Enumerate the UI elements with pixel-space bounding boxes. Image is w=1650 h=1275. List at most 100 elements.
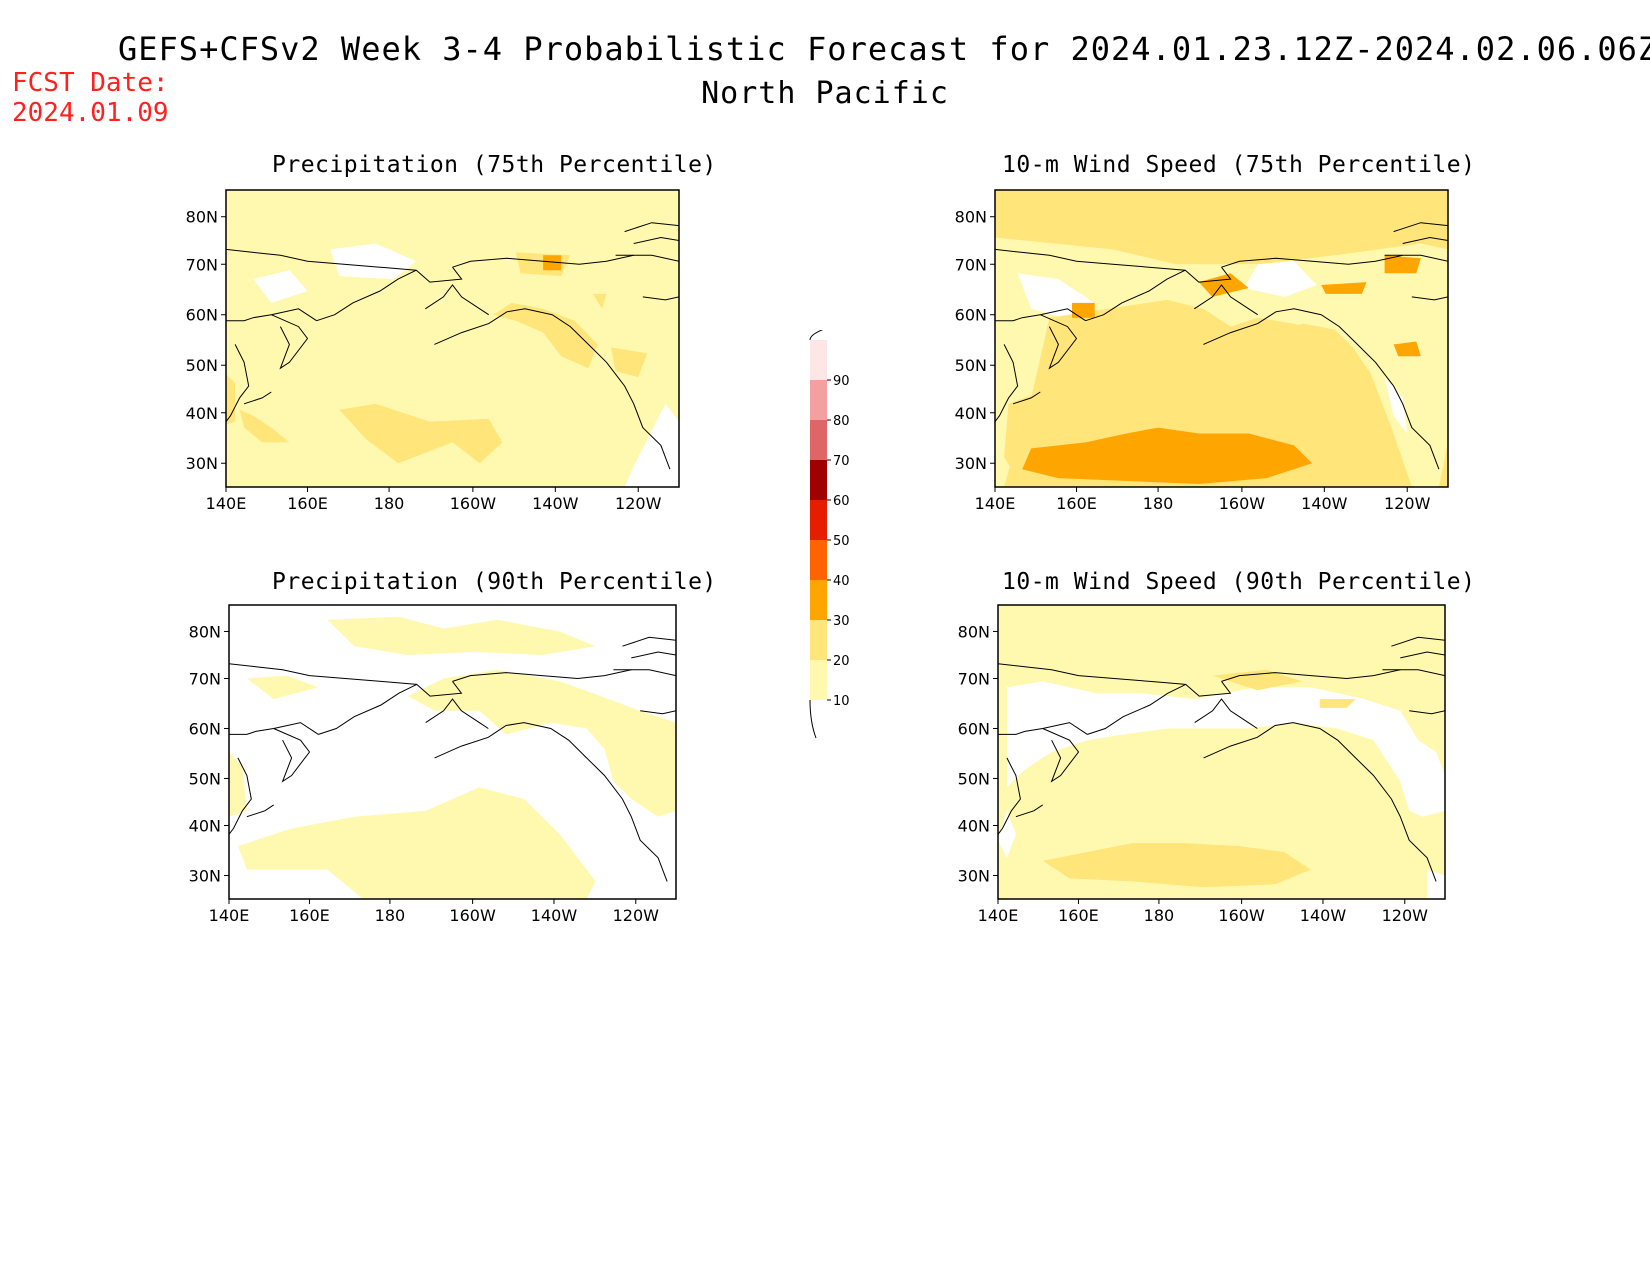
coastline (613, 669, 676, 677)
probability-contour (1384, 255, 1421, 274)
coastline (1203, 722, 1437, 882)
colorbar: 10 20 30 40 50 60 70 80 90 (809, 330, 850, 739)
lon-tick-label: 180 (374, 494, 405, 513)
lat-tick-label: 60N (189, 719, 221, 738)
lon-tick-label: 160W (1219, 494, 1266, 513)
coastline (615, 254, 679, 262)
colorbar-label: 50 (833, 534, 850, 549)
coastline (633, 236, 679, 244)
lat-tick-label: 80N (186, 208, 218, 227)
probability-contour (253, 270, 308, 303)
coastline (434, 722, 668, 882)
coastline (425, 698, 489, 729)
lon-tick-label: 160W (450, 494, 497, 513)
lon-tick-label: 120W (1382, 906, 1429, 925)
coastline (1384, 254, 1448, 262)
coastline (1402, 236, 1448, 244)
coastline (1015, 804, 1043, 818)
colorbar-swatch (810, 660, 827, 700)
lat-tick-label: 80N (955, 208, 987, 227)
coastline (1194, 698, 1258, 729)
lat-tick-label: 70N (189, 670, 221, 689)
coastline (243, 391, 272, 405)
lat-tick-label: 40N (955, 404, 987, 423)
map-frame (225, 189, 680, 488)
lat-tick-label: 60N (186, 306, 218, 325)
lon-tick-label: 160E (1056, 494, 1097, 513)
lon-tick-label: 120W (613, 906, 660, 925)
probability-contour (1244, 261, 1317, 297)
lat-tick-label: 80N (958, 622, 990, 641)
lat-tick-label: 30N (955, 454, 987, 473)
fcst-date-label: FCST Date: (12, 68, 169, 98)
coastline (995, 344, 1019, 423)
coastline (995, 248, 1232, 283)
lon-tick-label: 140E (978, 906, 1019, 925)
probability-contour (1212, 669, 1302, 691)
lat-tick-label: 30N (186, 454, 218, 473)
colorbar-label: 90 (833, 374, 850, 389)
coastline (318, 683, 417, 735)
coastline (998, 757, 1021, 835)
colorbar-label: 70 (833, 454, 850, 469)
lat-tick-label: 70N (186, 255, 218, 274)
coastline (273, 728, 311, 783)
probability-contour (327, 616, 596, 655)
coastline (452, 669, 632, 682)
lat-tick-label: 30N (189, 866, 221, 885)
lon-tick-label: 140W (532, 494, 579, 513)
lon-tick-label: 140W (1301, 494, 1348, 513)
probability-contour (407, 669, 676, 817)
coastline (1087, 683, 1186, 735)
colorbar-label: 60 (833, 494, 850, 509)
probability-contour (1042, 843, 1311, 888)
colorbar-swatch (810, 500, 827, 540)
coastline (271, 314, 309, 370)
map-panel-precip75: 80N 70N 60N 50N 40N 30N 140E 160E 180 160W 140W 120… (186, 189, 680, 513)
coastline (1409, 710, 1445, 715)
colorbar-swatch (810, 420, 827, 460)
map-frame (997, 604, 1446, 900)
probability-contour (239, 409, 290, 443)
lat-tick-label: 50N (955, 356, 987, 375)
coastline (226, 344, 250, 423)
lat-tick-label: 40N (186, 404, 218, 423)
panel-title-precip75: Precipitation (75th Percentile) (272, 152, 717, 178)
probability-contour (330, 243, 417, 280)
colorbar-swatch (810, 580, 827, 620)
panel-title-wind90: 10-m Wind Speed (90th Percentile) (1002, 569, 1476, 595)
coastline (452, 254, 634, 268)
coastline (1393, 222, 1448, 233)
probability-contour (339, 403, 503, 464)
coastline (229, 757, 252, 835)
lon-tick-label: 160W (449, 906, 496, 925)
probability-contour (237, 787, 596, 899)
coastline (1203, 308, 1440, 470)
coastline (229, 722, 319, 735)
lon-tick-label: 180 (1143, 494, 1174, 513)
coastline (1391, 636, 1445, 647)
coastline (1221, 254, 1403, 268)
page-title: GEFS+CFSv2 Week 3-4 Probabilistic Foreca… (118, 30, 1650, 68)
probability-contour (1321, 282, 1367, 294)
lon-tick-label: 120W (615, 494, 662, 513)
probability-contour (624, 403, 679, 487)
lon-tick-label: 180 (375, 906, 406, 925)
lat-tick-label: 70N (955, 255, 987, 274)
coastline (1085, 269, 1186, 322)
colorbar-swatch (810, 540, 827, 580)
lon-tick-label: 160E (1058, 906, 1099, 925)
map-panel-precip90: 80N 70N 60N 50N 40N 30N 140E 160E 180 160W 140W 120… (189, 604, 677, 925)
colorbar-label: 40 (833, 574, 850, 589)
lon-tick-label: 140E (975, 494, 1016, 513)
coastline (1012, 391, 1041, 405)
region-subtitle: North Pacific (701, 76, 949, 111)
coastline (316, 269, 417, 322)
colorbar-swatch (810, 620, 827, 660)
coastline (226, 308, 317, 322)
colorbar-swatch (810, 380, 827, 420)
lat-tick-label: 70N (958, 670, 990, 689)
lat-tick-label: 30N (958, 866, 990, 885)
coastline (995, 308, 1086, 322)
probability-contour (592, 293, 607, 309)
